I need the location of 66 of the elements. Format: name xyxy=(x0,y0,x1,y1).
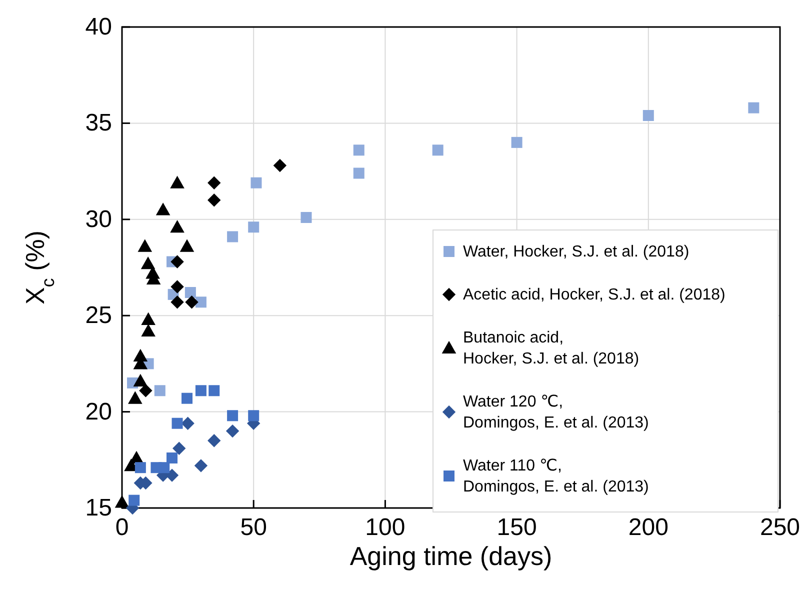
point xyxy=(353,168,364,179)
point xyxy=(166,452,178,464)
point xyxy=(140,256,156,270)
point xyxy=(248,222,260,233)
legend-label: Water 110 ℃, Domingos, E. et al. (2013) xyxy=(463,457,649,495)
point xyxy=(154,385,166,396)
point xyxy=(194,459,208,472)
x-tick-label: 250 xyxy=(760,514,800,541)
point xyxy=(208,434,221,448)
point xyxy=(170,220,184,233)
point xyxy=(248,410,260,422)
point xyxy=(181,416,194,430)
point xyxy=(208,385,220,396)
point xyxy=(114,495,130,508)
point xyxy=(184,287,196,298)
point xyxy=(195,296,206,308)
x-tick-label: 0 xyxy=(115,514,129,541)
y-tick-label: 20 xyxy=(85,398,112,426)
point xyxy=(227,231,238,242)
point xyxy=(170,255,184,268)
point xyxy=(170,280,184,294)
y-tick-label: 30 xyxy=(85,206,112,233)
y-tick-label: 15 xyxy=(85,494,112,522)
point xyxy=(195,385,206,396)
x-tick-label: 100 xyxy=(365,514,406,541)
point xyxy=(226,424,240,438)
point xyxy=(208,194,221,207)
point xyxy=(748,102,760,114)
legend-label: Water 120 ℃, Domingos, E. et al. (2013) xyxy=(463,393,649,431)
point xyxy=(642,110,654,122)
point xyxy=(139,384,152,398)
point xyxy=(170,296,184,309)
point xyxy=(432,144,444,156)
legend-label: Water, Hocker, S.J. et al. (2018) xyxy=(463,243,690,260)
point xyxy=(250,177,262,188)
point xyxy=(273,158,287,172)
legend-label: Acetic acid, Hocker, S.J. et al. (2018) xyxy=(463,286,726,303)
point xyxy=(133,374,148,387)
legend-label: Butanoic acid, Hocker, S.J. et al. (2018) xyxy=(463,329,640,367)
x-axis-title: Aging time (days) xyxy=(350,541,552,571)
point xyxy=(185,296,198,309)
point xyxy=(133,348,148,362)
x-tick-label: 50 xyxy=(240,514,267,541)
point xyxy=(156,202,170,216)
y-tick-label: 35 xyxy=(85,110,112,137)
point xyxy=(128,494,140,506)
point xyxy=(158,462,170,474)
point xyxy=(300,212,312,223)
point xyxy=(353,144,364,156)
y-tick-label: 25 xyxy=(85,302,112,330)
point xyxy=(511,136,522,148)
point xyxy=(172,442,186,455)
point xyxy=(138,239,152,252)
point xyxy=(208,176,221,190)
point xyxy=(227,410,238,422)
y-tick-label: 40 xyxy=(85,14,112,40)
x-tick-label: 150 xyxy=(496,514,537,541)
point xyxy=(141,324,156,336)
point xyxy=(170,176,184,188)
point xyxy=(172,418,183,429)
point xyxy=(182,392,193,404)
point xyxy=(141,312,156,325)
point xyxy=(180,239,194,252)
point xyxy=(134,462,146,474)
point xyxy=(128,391,142,404)
x-tick-label: 200 xyxy=(628,514,668,541)
